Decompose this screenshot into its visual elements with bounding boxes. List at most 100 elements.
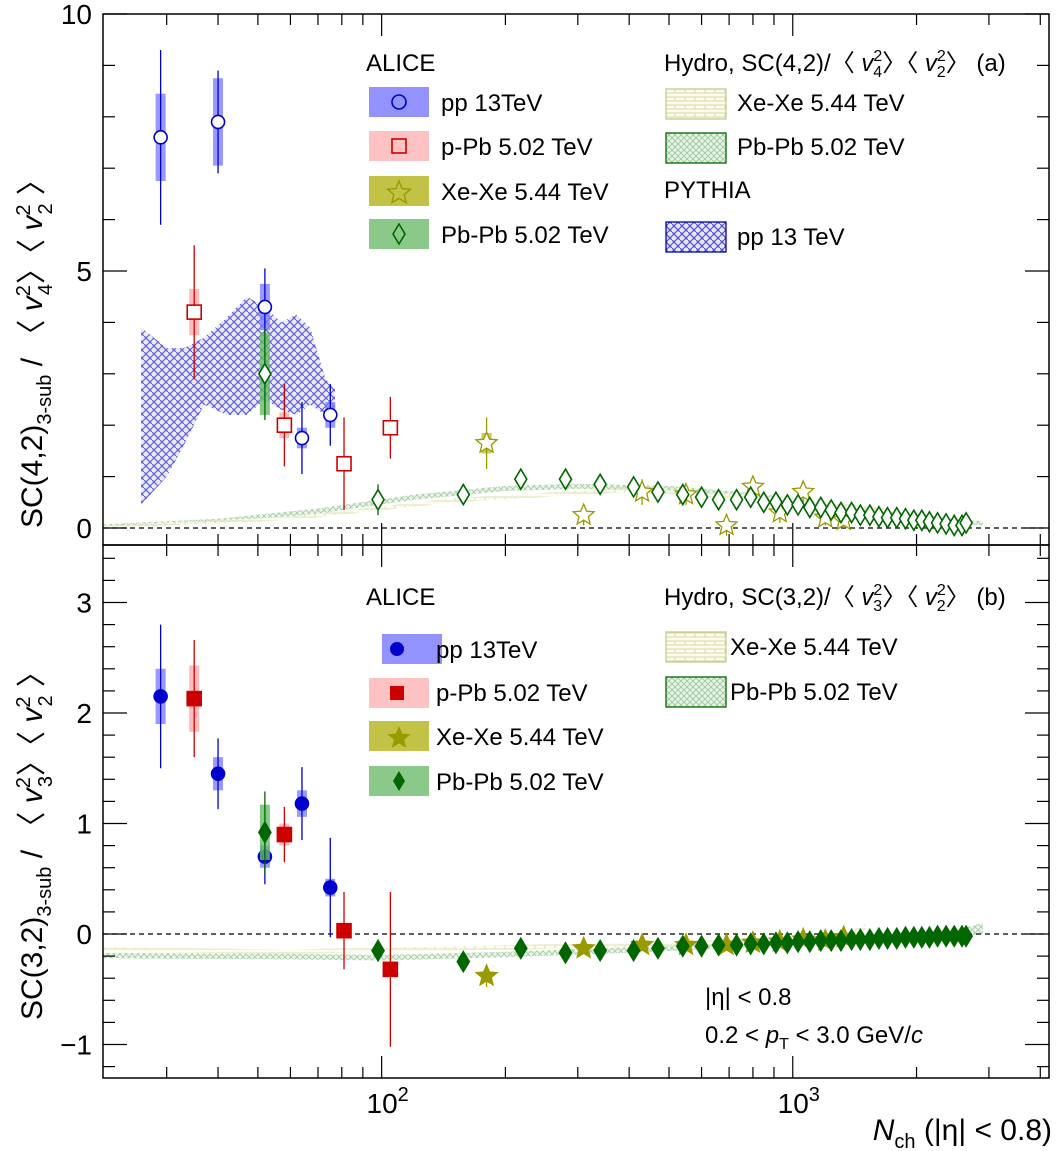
point-a-pp-2 [257, 299, 273, 315]
panel-b-y-label-sq-a: 2 [13, 777, 35, 788]
point-a-pbpb-16 [791, 493, 805, 517]
legend-b-ppb-label: p-Pb 5.02 TeV [436, 680, 588, 707]
point-a-pbpb-23 [862, 503, 877, 527]
point-a-ppb-0 [186, 304, 203, 320]
point-b-pbpb-35 [959, 924, 974, 948]
y-tick-label-a-0: 0 [76, 513, 92, 544]
panel-a-hydro-close: 〉 [946, 50, 977, 77]
panel-a-y-label-close: 〉 [16, 165, 49, 203]
point-b-pbpb-1 [371, 939, 385, 963]
panel-b-hydro-header-lt: 〈 [831, 584, 862, 611]
point-a-pbpb-3 [513, 467, 528, 491]
legend-a-pp-label: pp 13TeV [441, 90, 542, 117]
panel-b-y-label-close: 〉 [16, 657, 49, 695]
point-b-pp-4 [322, 880, 338, 895]
point-b-pbpb-4 [558, 941, 573, 965]
panel-a-y-tick-labels: 0 5 10 [61, 0, 92, 544]
panel-a-hydro-mid: 〉〈 [882, 50, 925, 77]
point-b-pbpb-17 [802, 930, 817, 954]
panel-b-annotation: |η| < 0.8 0.2 < pT < 3.0 GeV/c [705, 984, 923, 1053]
panel-a-legend: ALICE pp 13TeV p-Pb 5.02 TeV Xe-Xe 5.44 … [366, 48, 1006, 253]
y-tick-label-b-2: 1 [76, 809, 92, 840]
legend-a-pp-box [369, 87, 429, 117]
panel-b-hydro-n: 3 [873, 598, 882, 615]
panel-a-y-label: SC(4,2)3-sub / 〈 v24〉〈 v22 〉 [13, 165, 57, 528]
point-b-pbpb-3 [513, 936, 528, 960]
legend-b-pp-marker [390, 642, 404, 656]
panel-a-data-points [153, 49, 974, 537]
panel-a-hydro-v-a: v [861, 50, 875, 77]
panel-a-legend-hydro-header: Hydro, SC(4,2)/〈 v2 4〉〈 v2 2〉 (a) [664, 48, 1006, 81]
point-a-pp-1 [210, 114, 226, 130]
point-a-pbpb-1 [371, 488, 385, 512]
panel-b-legend-hydro-header: Hydro, SC(3,2)/〈 v2 3〉〈 v2 2〉 (b) [664, 582, 1006, 615]
legend-a-pythia-label: pp 13 TeV [737, 224, 845, 251]
panel-b-frame [102, 544, 1050, 1079]
point-b-pbpb-19 [824, 929, 839, 953]
x-tick-label-100: 102 [367, 1084, 409, 1119]
point-b-pbpb-11 [729, 933, 744, 957]
panel-b-ticks [103, 545, 1049, 1078]
y-tick-label-b-0: −1 [60, 1030, 92, 1061]
point-b-pbpb-12 [743, 932, 758, 956]
point-a-pbpb-17 [802, 495, 817, 519]
legend-a-hydro-pb-label: Pb-Pb 5.02 TeV [737, 134, 905, 161]
point-a-pbpb-4 [558, 467, 573, 491]
point-a-pbpb-31 [930, 511, 945, 535]
point-b-pbpb-16 [791, 930, 805, 954]
panel-a-legend-pythia-header: PYTHIA [664, 177, 751, 204]
panel-a-y-label-sub: 3-sub [34, 375, 56, 425]
point-a-xexe-1 [571, 502, 596, 526]
panel-a-frame [102, 13, 1050, 546]
panel-b-y-label-n-a: 3 [35, 776, 57, 787]
point-a-pbpb-18 [813, 495, 828, 519]
panel-a-y-label-v-b: v [16, 214, 49, 231]
point-a-pbpb-0 [257, 362, 272, 386]
legend-a-ppb-marker [391, 138, 407, 154]
panel-a-y-label-n-b: 2 [35, 203, 57, 214]
legend-b-hydro-pb-label: Pb-Pb 5.02 TeV [730, 679, 898, 706]
panel-b-hydro-close: 〉 [946, 584, 977, 611]
point-a-ppb-2 [336, 455, 352, 472]
point-a-pbpb-19 [824, 498, 839, 522]
point-b-pbpb-15 [780, 931, 795, 955]
point-b-pp-0 [153, 689, 168, 704]
point-b-ppb-3 [382, 961, 399, 978]
point-a-xexe-0 [474, 430, 499, 454]
panel-a-model-bands [103, 296, 983, 528]
point-a-pbpb-21 [844, 501, 859, 525]
point-b-pbpb-7 [651, 936, 665, 960]
panel-a-y-label-mid: 〉〈 [16, 231, 49, 284]
point-a-pbpb-24 [871, 505, 886, 529]
y-tick-label-b-3: 2 [76, 698, 92, 729]
band-a-0 [141, 296, 335, 505]
point-a-pbpb-32 [939, 512, 954, 536]
x-tick-label-1000: 103 [778, 1084, 820, 1119]
point-a-pbpb-11 [729, 488, 744, 512]
legend-a-xexe-marker [385, 179, 413, 205]
legend-b-hydro-xe-label: Xe-Xe 5.44 TeV [730, 634, 898, 661]
point-a-ppb-1 [276, 417, 293, 434]
point-a-pp-4 [322, 407, 338, 423]
point-a-pp-3 [294, 430, 310, 446]
point-b-ppb-0 [186, 690, 203, 707]
panel-b-y-label-v-b: v [16, 706, 49, 723]
panel-a-y-label-v-a: v [16, 294, 49, 311]
panel-b-y-label-mid: 〉〈 [16, 723, 49, 776]
point-a-pbpb-9 [694, 485, 709, 509]
x-axis-labels: 102 103 Nch (|η| < 0.8) [367, 1084, 1052, 1151]
panel-a-ticks [103, 13, 1049, 545]
point-a-pbpb-6 [626, 475, 641, 499]
point-b-pp-3 [294, 796, 310, 811]
point-b-pbpb-22 [853, 927, 868, 952]
point-a-pbpb-15 [780, 493, 795, 517]
point-a-pbpb-14 [768, 490, 783, 514]
panel-a-hydro-v-b: v [925, 50, 939, 77]
point-a-pbpb-22 [853, 503, 868, 527]
band-b-1 [103, 924, 866, 954]
legend-a-xexe-label: Xe-Xe 5.44 TeV [441, 179, 609, 206]
point-b-ppb-1 [276, 826, 293, 843]
